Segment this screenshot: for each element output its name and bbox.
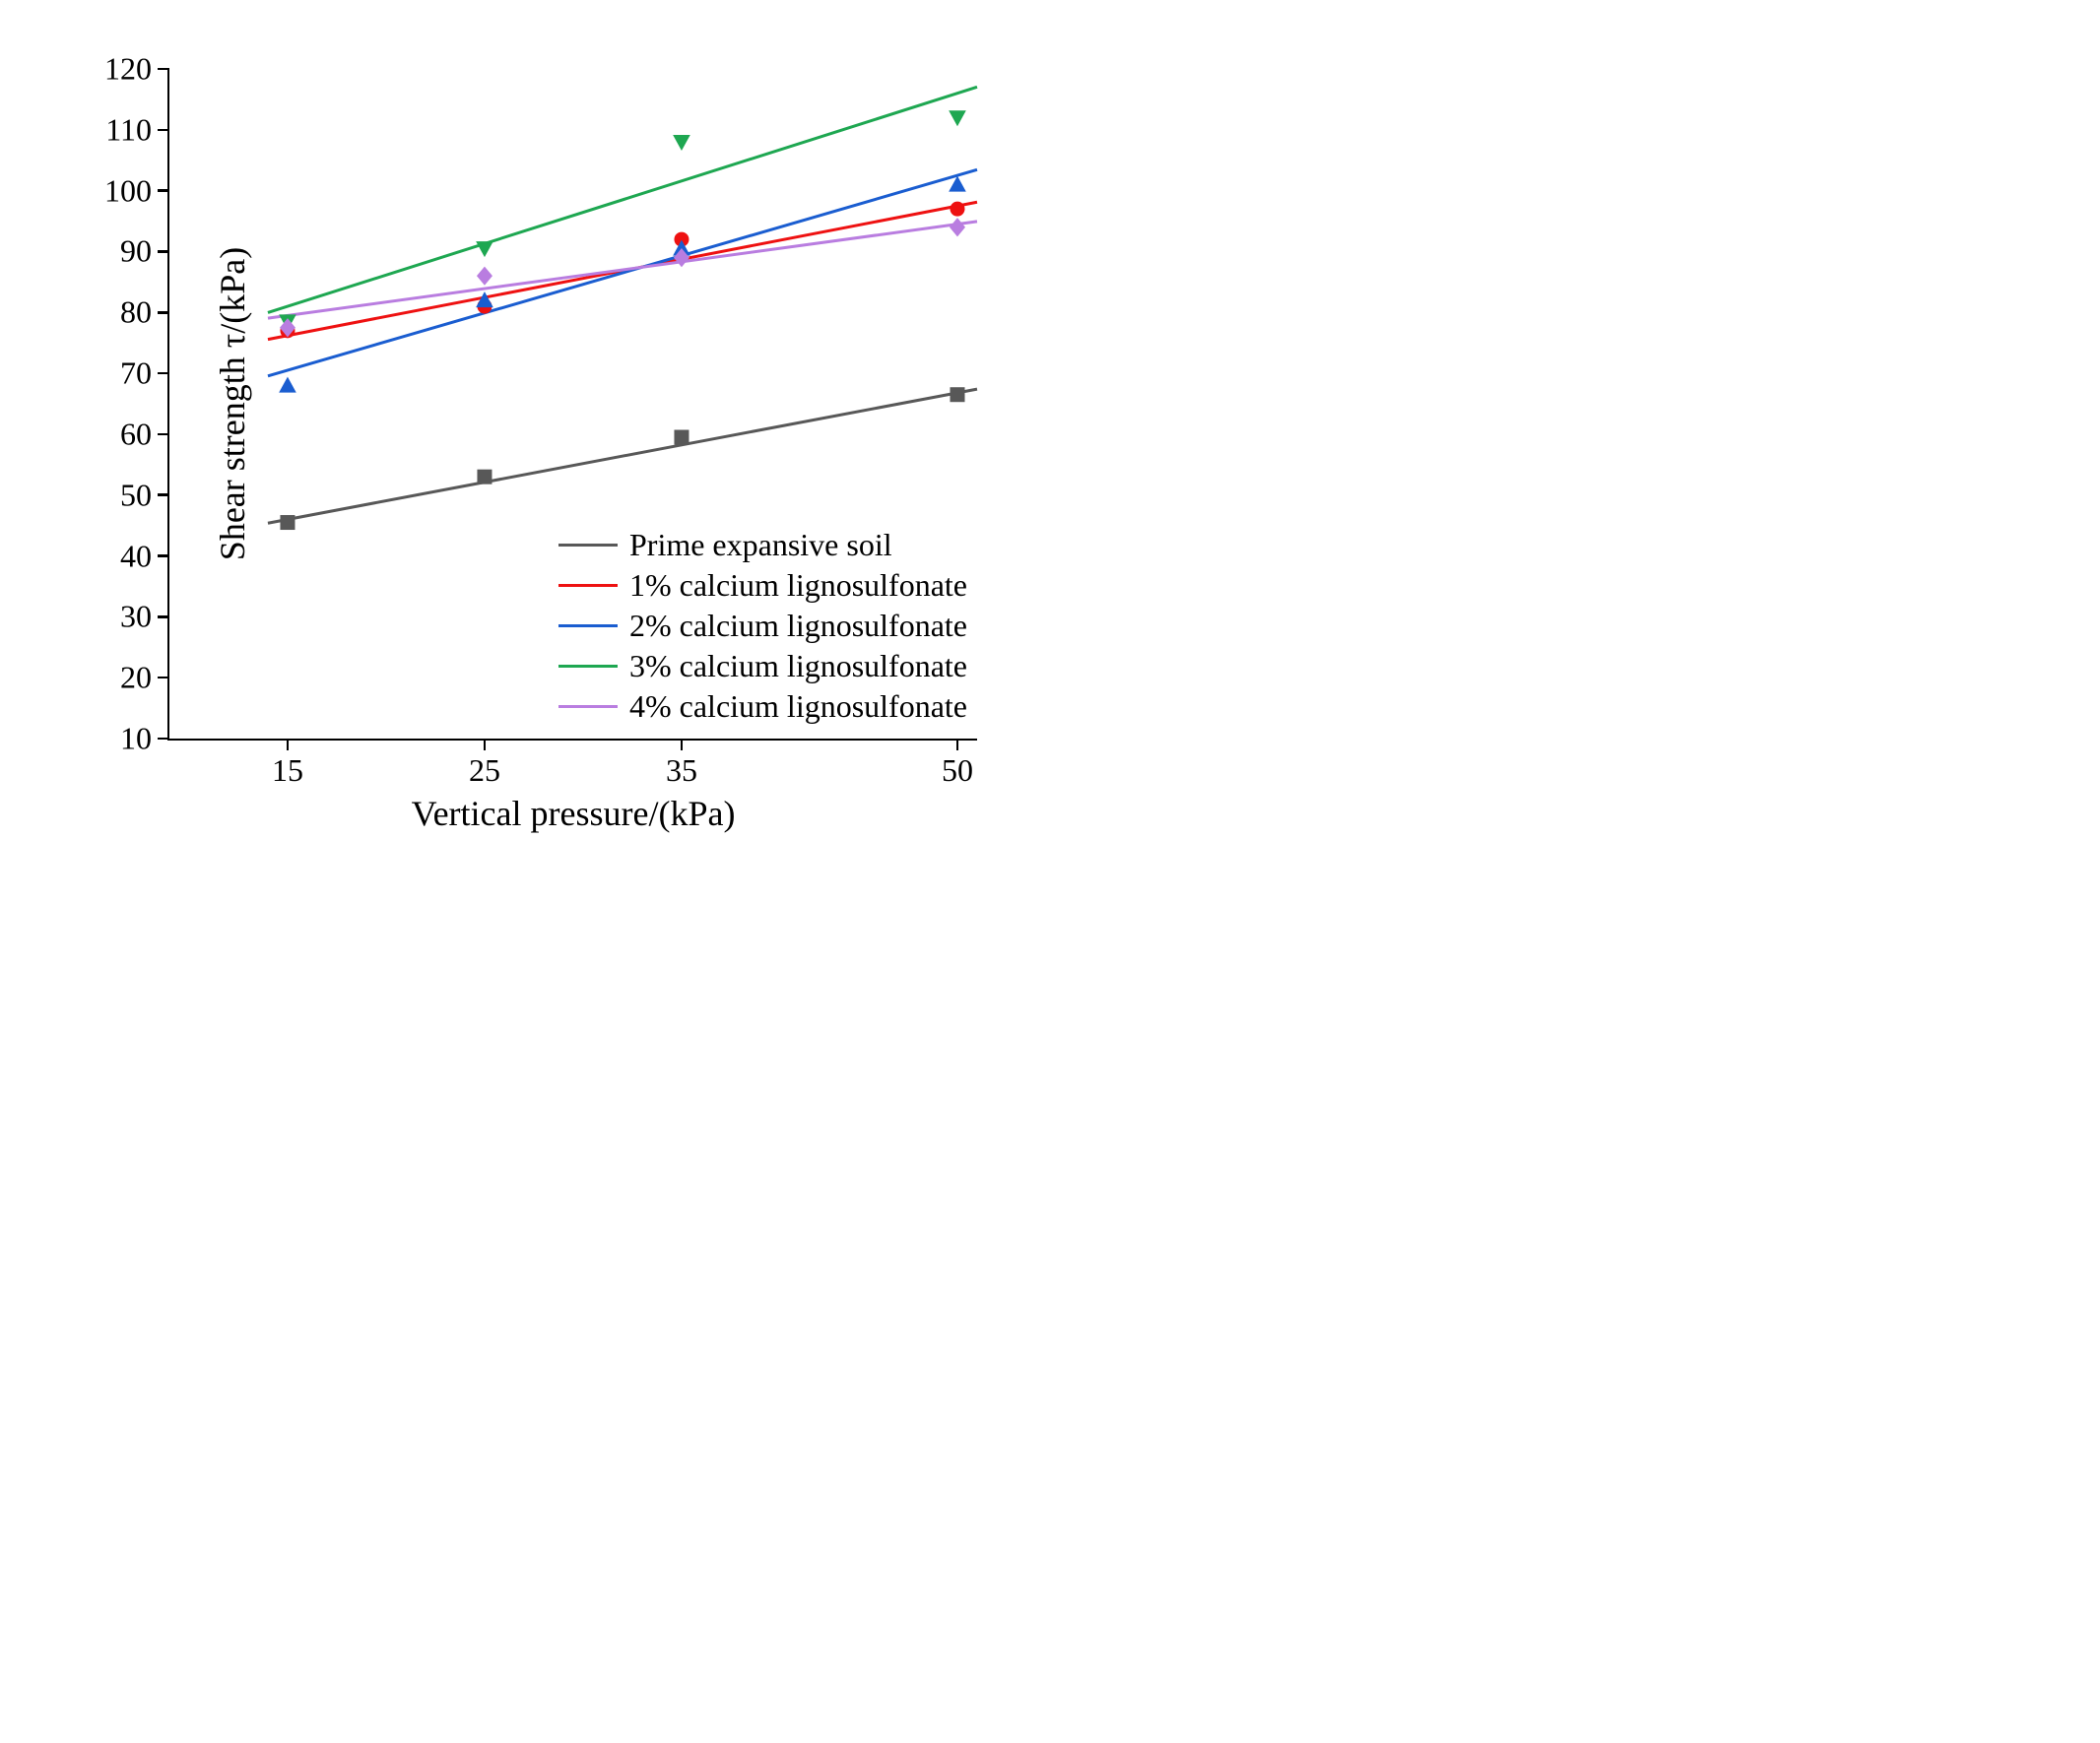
y-tick-label: 10 [120,721,152,757]
y-tick [158,433,169,436]
y-tick [158,554,169,557]
y-tick [158,68,169,71]
y-tick-label: 20 [120,660,152,696]
y-tick-label: 60 [120,416,152,452]
legend-swatch [558,624,618,627]
y-tick [158,615,169,618]
x-tick [287,739,290,750]
y-tick-label: 100 [104,172,152,209]
legend-swatch [558,665,618,668]
x-tick [681,739,684,750]
data-marker [476,241,493,257]
legend-swatch [558,584,618,587]
legend: Prime expansive soil 1% calcium lignosulf… [558,523,967,729]
legend-label: 1% calcium lignosulfonate [629,567,967,604]
chart-container: Shear strength τ/(kPa) Vertical pressure… [39,39,1024,857]
x-tick-label: 25 [469,752,500,789]
y-tick-label: 80 [120,294,152,331]
legend-item: 3% calcium lignosulfonate [558,648,967,684]
plot-area: Shear strength τ/(kPa) Vertical pressure… [167,69,977,741]
y-tick-label: 110 [105,111,152,148]
data-marker [673,135,690,151]
legend-item: Prime expansive soil [558,527,967,563]
trend-line [268,222,977,318]
y-tick [158,738,169,741]
y-tick [158,129,169,132]
legend-item: 4% calcium lignosulfonate [558,688,967,725]
y-tick-label: 90 [120,233,152,270]
legend-label: 2% calcium lignosulfonate [629,608,967,644]
x-tick-label: 50 [942,752,973,789]
x-tick-label: 35 [666,752,697,789]
x-tick [956,739,959,750]
data-marker [477,267,492,286]
legend-swatch [558,705,618,708]
y-tick-label: 120 [104,51,152,88]
y-tick [158,372,169,375]
y-tick [158,250,169,253]
y-tick-label: 70 [120,355,152,392]
y-tick [158,311,169,314]
trend-line [268,389,977,523]
legend-swatch [558,544,618,547]
y-tick-label: 40 [120,538,152,574]
x-tick-label: 15 [272,752,303,789]
data-marker [950,202,964,217]
data-marker [949,110,966,126]
data-marker [950,387,964,402]
legend-item: 1% calcium lignosulfonate [558,567,967,604]
data-marker [279,377,296,393]
legend-item: 2% calcium lignosulfonate [558,608,967,644]
y-tick [158,493,169,496]
y-tick-label: 50 [120,477,152,513]
legend-label: 4% calcium lignosulfonate [629,688,967,725]
data-marker [950,218,965,236]
y-tick [158,189,169,192]
legend-label: 3% calcium lignosulfonate [629,648,967,684]
data-marker [674,430,689,445]
y-tick-label: 30 [120,599,152,635]
data-marker [477,470,492,484]
data-marker [280,515,295,530]
x-axis-title: Vertical pressure/(kPa) [412,793,736,834]
y-tick [158,677,169,679]
x-tick [484,739,487,750]
legend-label: Prime expansive soil [629,527,892,563]
